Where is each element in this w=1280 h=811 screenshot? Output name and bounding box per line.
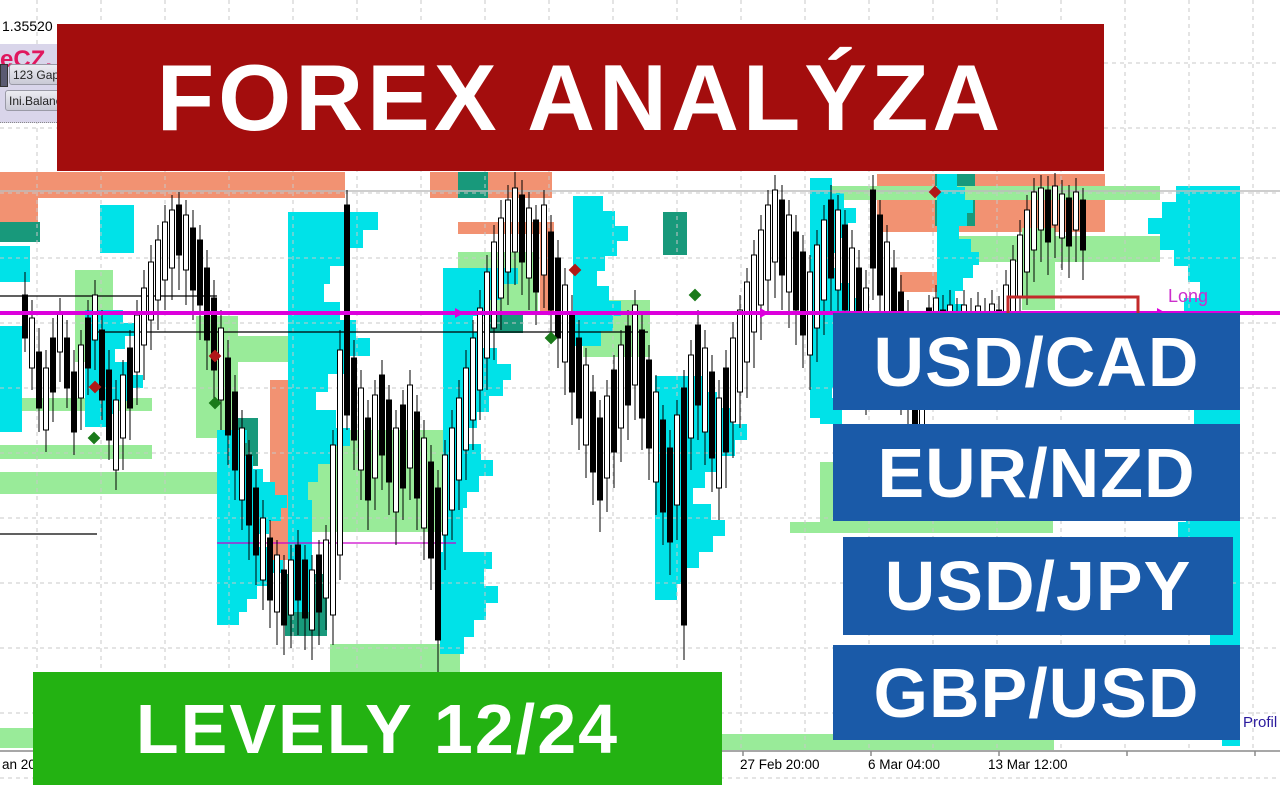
pair-banner-eurnzd: EUR/NZD <box>833 424 1240 521</box>
pair-label: GBP/USD <box>873 653 1200 732</box>
profile-indicator-label: Profil <box>1243 714 1278 731</box>
pair-label: EUR/NZD <box>877 433 1196 512</box>
pair-banner-usdjpy: USD/JPY <box>843 537 1233 635</box>
gap-indicator-button[interactable]: 123 Gap <box>9 64 67 85</box>
price-label: 1.35520 <box>2 18 53 34</box>
long-trade-label: Long <box>1168 286 1209 306</box>
time-axis-label: an 20 <box>2 757 36 772</box>
time-axis-label: 13 Mar 12:00 <box>988 757 1068 772</box>
title-banner: FOREX ANALÝZA <box>57 24 1104 171</box>
watermark-box: eCZ. 123 Gap Ini.Balanc <box>0 44 67 123</box>
pair-label: USD/CAD <box>873 322 1200 401</box>
pair-banner-usdcad: USD/CAD <box>833 313 1240 410</box>
time-axis-label: 6 Mar 04:00 <box>868 757 940 772</box>
levels-banner: LEVELY 12/24 <box>33 672 722 785</box>
levels-banner-text: LEVELY 12/24 <box>135 689 620 768</box>
pair-label: USD/JPY <box>884 547 1192 625</box>
pair-banner-gbpusd: GBP/USD <box>833 645 1240 740</box>
candles-layer <box>22 172 1086 705</box>
time-axis-label: 27 Feb 20:00 <box>740 757 820 772</box>
indicator-square-icon[interactable] <box>0 64 8 87</box>
title-banner-text: FOREX ANALÝZA <box>156 44 1005 150</box>
